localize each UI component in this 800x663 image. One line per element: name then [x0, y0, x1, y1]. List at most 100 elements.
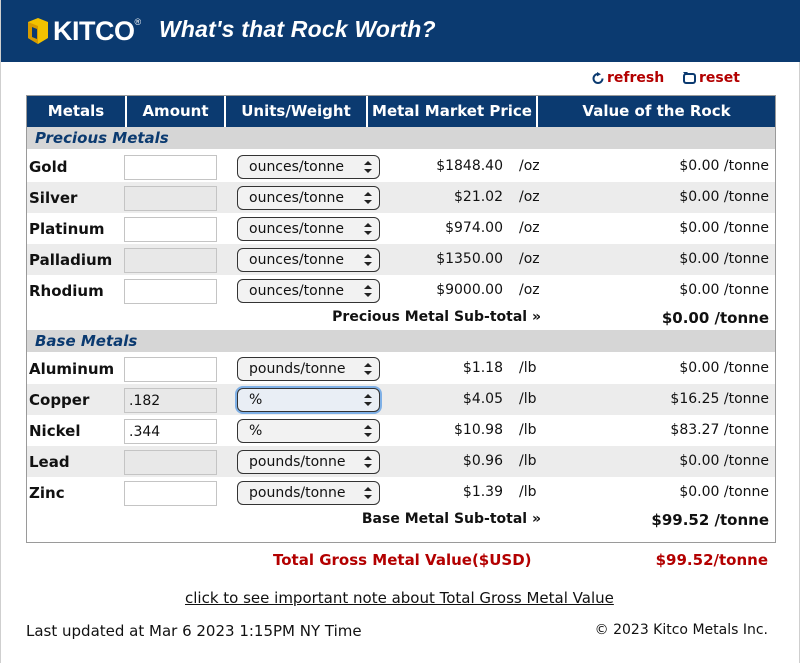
column-header-rock-value: Value of the Rock — [582, 102, 731, 120]
kitco-logo[interactable]: KITCO ® — [26, 14, 141, 48]
units-select-value: pounds/tonne — [249, 485, 346, 501]
section-base-metals: Base Metals — [27, 330, 775, 352]
price-unit: /oz — [519, 282, 540, 298]
units-select-value: pounds/tonne — [249, 361, 346, 377]
amount-input[interactable] — [124, 155, 217, 180]
rock-value: $0.00 /tonne — [679, 453, 769, 469]
units-select[interactable]: ounces/tonne — [237, 217, 380, 241]
amount-input[interactable] — [124, 279, 217, 304]
metal-name: Zinc — [29, 484, 65, 502]
market-price: $1.18 — [462, 360, 503, 376]
market-price: $1.39 — [462, 484, 503, 500]
units-select[interactable]: ounces/tonne — [237, 248, 380, 272]
refresh-icon — [592, 71, 604, 84]
gross-value-note-link[interactable]: click to see important note about Total … — [185, 589, 614, 607]
column-header-units: Units/Weight — [241, 102, 351, 120]
reset-label: reset — [699, 70, 740, 86]
table-row: Zinc pounds/tonne $1.39 /lb $0.00 /tonne — [27, 477, 775, 508]
calculator-table: Metals Amount Units/Weight Metal Market … — [26, 95, 776, 543]
rock-value: $0.00 /tonne — [679, 251, 769, 267]
reset-link[interactable]: reset — [683, 70, 740, 86]
column-divider — [366, 96, 368, 127]
amount-input[interactable] — [124, 186, 217, 211]
price-unit: /lb — [519, 422, 537, 438]
metal-name: Platinum — [29, 220, 105, 238]
market-price: $1848.40 — [436, 158, 503, 174]
rock-value: $0.00 /tonne — [679, 189, 769, 205]
registered-mark: ® — [134, 17, 142, 27]
table-row: Aluminum pounds/tonne $1.18 /lb $0.00 /t… — [27, 353, 775, 384]
rock-value: $83.27 /tonne — [670, 422, 769, 438]
units-select-value: % — [249, 423, 263, 439]
metal-name: Nickel — [29, 422, 81, 440]
column-divider — [224, 96, 226, 127]
metal-name: Copper — [29, 391, 90, 409]
select-arrows-icon — [364, 192, 372, 204]
units-select[interactable]: pounds/tonne — [237, 357, 380, 381]
amount-input[interactable] — [124, 388, 217, 413]
price-unit: /lb — [519, 360, 537, 376]
precious-subtotal-row: Precious Metal Sub-total » $0.00 /tonne — [27, 306, 775, 330]
units-select[interactable]: pounds/tonne — [237, 450, 380, 474]
units-select[interactable]: ounces/tonne — [237, 155, 380, 179]
header-banner: KITCO ® What's that Rock Worth? — [1, 0, 800, 62]
table-row: Nickel % $10.98 /lb $83.27 /tonne — [27, 415, 775, 446]
units-select-value: ounces/tonne — [249, 221, 345, 237]
metal-name: Rhodium — [29, 282, 104, 300]
metal-name: Gold — [29, 158, 68, 176]
last-updated-text: Last updated at Mar 6 2023 1:15PM NY Tim… — [26, 622, 362, 640]
select-arrows-icon — [364, 394, 372, 406]
section-title: Precious Metals — [35, 129, 169, 147]
market-price: $974.00 — [445, 220, 503, 236]
market-price: $4.05 — [462, 391, 503, 407]
market-price: $1350.00 — [436, 251, 503, 267]
table-header: Metals Amount Units/Weight Metal Market … — [27, 96, 775, 127]
amount-input[interactable] — [124, 481, 217, 506]
amount-input[interactable] — [124, 217, 217, 242]
section-precious-metals: Precious Metals — [27, 127, 775, 149]
select-arrows-icon — [364, 285, 372, 297]
units-select-value: ounces/tonne — [249, 283, 345, 299]
select-arrows-icon — [364, 425, 372, 437]
total-gross-label: Total Gross Metal Value($USD) — [273, 551, 532, 569]
units-select[interactable]: ounces/tonne — [237, 279, 380, 303]
total-gross-value: $99.52/tonne — [655, 551, 768, 569]
base-subtotal-row: Base Metal Sub-total » $99.52 /tonne — [27, 508, 775, 532]
price-unit: /oz — [519, 158, 540, 174]
table-row: Lead pounds/tonne $0.96 /lb $0.00 /tonne — [27, 446, 775, 477]
subtotal-value: $0.00 /tonne — [661, 309, 769, 327]
price-unit: /lb — [519, 453, 537, 469]
column-divider — [125, 96, 127, 127]
column-divider — [536, 96, 538, 127]
amount-input[interactable] — [124, 450, 217, 475]
rock-value: $0.00 /tonne — [679, 360, 769, 376]
market-price: $9000.00 — [436, 282, 503, 298]
rock-value: $0.00 /tonne — [679, 158, 769, 174]
amount-input[interactable] — [124, 248, 217, 273]
units-select[interactable]: % — [237, 419, 380, 443]
metal-name: Lead — [29, 453, 70, 471]
units-select[interactable]: % — [237, 388, 380, 412]
page-title: What's that Rock Worth? — [159, 16, 436, 42]
market-price: $21.02 — [454, 189, 503, 205]
metal-name: Aluminum — [29, 360, 115, 378]
subtotal-label: Precious Metal Sub-total » — [332, 309, 541, 325]
metal-name: Silver — [29, 189, 78, 207]
rock-value: $0.00 /tonne — [679, 282, 769, 298]
price-unit: /oz — [519, 189, 540, 205]
refresh-link[interactable]: refresh — [592, 70, 664, 86]
units-select-value: ounces/tonne — [249, 190, 345, 206]
amount-input[interactable] — [124, 357, 217, 382]
units-select[interactable]: pounds/tonne — [237, 481, 380, 505]
table-row: Rhodium ounces/tonne $9000.00 /oz $0.00 … — [27, 275, 775, 306]
refresh-label: refresh — [607, 70, 665, 86]
copyright-text: © 2023 Kitco Metals Inc. — [594, 622, 768, 638]
table-row: Palladium ounces/tonne $1350.00 /oz $0.0… — [27, 244, 775, 275]
market-price: $10.98 — [454, 422, 503, 438]
amount-input[interactable] — [124, 419, 217, 444]
table-row: Platinum ounces/tonne $974.00 /oz $0.00 … — [27, 213, 775, 244]
select-arrows-icon — [364, 456, 372, 468]
units-select-value: % — [249, 392, 263, 408]
units-select[interactable]: ounces/tonne — [237, 186, 380, 210]
